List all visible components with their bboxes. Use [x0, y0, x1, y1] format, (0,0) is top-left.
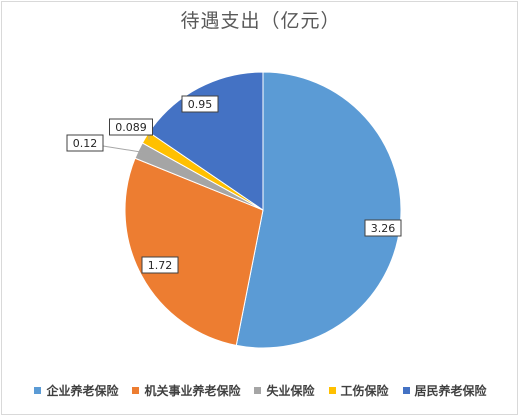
leader-line-3: [102, 145, 143, 153]
legend-item-5: 居民养老保险: [402, 382, 487, 399]
data-label-box-4: [109, 118, 153, 136]
data-label-3: 0.12: [66, 134, 104, 152]
legend: 企业养老保险 机关事业养老保险 失业保险 工伤保险 居民养老保险: [0, 379, 521, 401]
legend-label-2: 机关事业养老保险: [144, 383, 241, 398]
legend-item-4: 工伤保险: [328, 382, 389, 399]
legend-swatch-1: [34, 386, 42, 394]
legend-label-1: 企业养老保险: [46, 383, 119, 398]
legend-item-2: 机关事业养老保险: [132, 382, 240, 399]
data-label-text-4: 0.089: [115, 121, 147, 134]
data-label-text-5: 0.95: [188, 98, 213, 111]
legend-item-3: 失业保险: [254, 382, 315, 399]
data-label-box-1: [364, 219, 402, 237]
data-label-text-2: 1.72: [148, 259, 173, 272]
legend-item-1: 企业养老保险: [34, 382, 118, 399]
legend-label-3: 失业保险: [266, 383, 315, 398]
legend-swatch-2: [132, 386, 140, 394]
data-label-4: 0.089: [109, 118, 153, 136]
data-label-2: 1.72: [141, 256, 179, 274]
legend-swatch-3: [254, 386, 262, 394]
data-label-1: 3.26: [364, 219, 402, 237]
chart-title: 待遇支出（亿元）: [180, 10, 341, 32]
data-label-box-5: [181, 95, 219, 113]
legend-swatch-5: [402, 386, 410, 394]
data-label-text-1: 3.26: [371, 222, 396, 235]
legend-label-4: 工伤保险: [340, 383, 389, 398]
legend-label-5: 居民养老保险: [414, 383, 487, 398]
data-label-box-3: [66, 134, 104, 152]
data-label-box-2: [141, 256, 179, 274]
pie-slice-5: [148, 71, 264, 211]
legend-swatch-4: [328, 386, 336, 394]
data-label-text-3: 0.12: [73, 137, 98, 150]
data-label-5: 0.95: [181, 95, 219, 113]
pie-slice-2: [124, 157, 264, 346]
